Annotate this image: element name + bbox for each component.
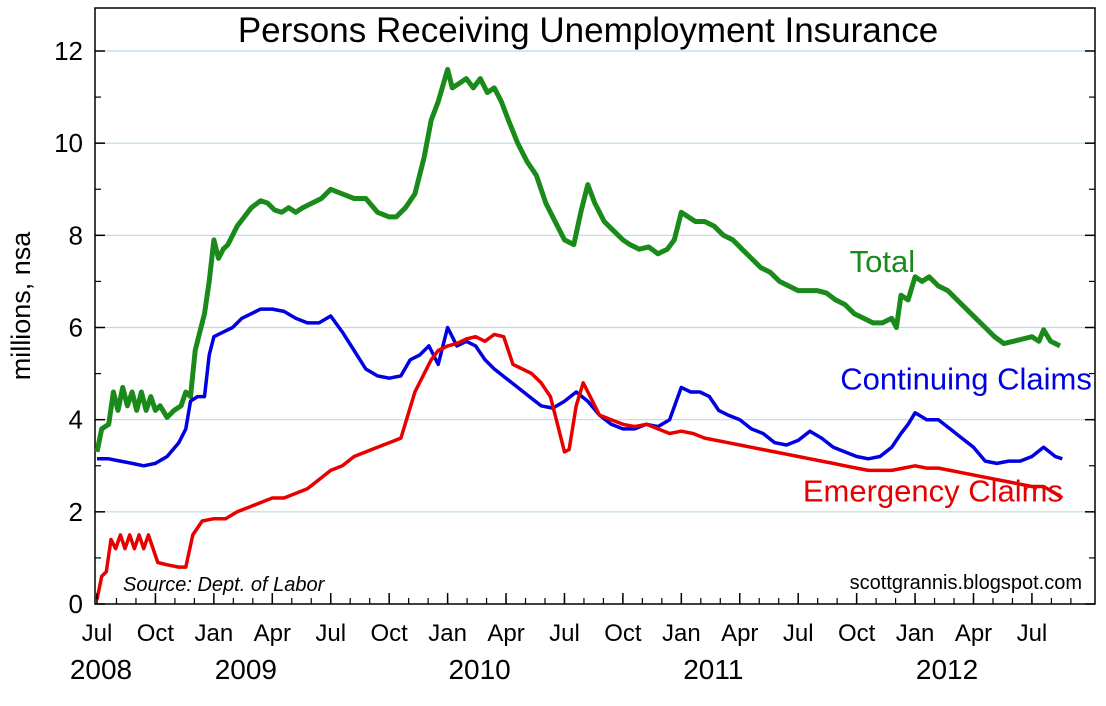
grid [95, 50, 1095, 513]
series-label: Total [850, 244, 915, 279]
x-tick-label: Jan [662, 620, 701, 647]
x-tick-label: Jul [82, 620, 113, 647]
series-label: Emergency Claims [803, 474, 1063, 509]
plot-frame [94, 7, 1096, 605]
y-tick-label: 0 [69, 589, 83, 619]
x-tick-label: Oct [370, 620, 408, 647]
x-tick-label: Jul [549, 620, 580, 647]
x-tick-label: Oct [838, 620, 876, 647]
y-tick-label: 4 [69, 405, 83, 435]
x-tick-label: Apr [955, 620, 992, 647]
series-line-continuing-claims [97, 307, 1063, 468]
x-tick-label: Apr [487, 620, 524, 647]
chart-title: Persons Receiving Unemployment Insurance [238, 11, 938, 50]
y-tick-label: 6 [69, 313, 83, 343]
series-label: Continuing Claims [840, 362, 1092, 397]
y-tick-label: 2 [69, 497, 83, 527]
x-tick-label: Oct [137, 620, 175, 647]
x-tick-label: Jul [315, 620, 346, 647]
x-tick-label: Apr [254, 620, 291, 647]
axes-group: 0 2 4 6 8 10 12 Jul Oct Jan Apr Jul Oct Jan Apr Jul Oct J… [54, 36, 1095, 685]
series-line-emergency-claims [95, 332, 1064, 600]
x-year-label: 2008 [70, 654, 132, 685]
x-tick-label: Jan [195, 620, 234, 647]
series-line-total [94, 66, 1062, 453]
y-tick-label: 12 [54, 36, 83, 66]
y-axis-label: millions, nsa [6, 231, 36, 381]
x-year-label: 2011 [683, 654, 743, 685]
y-tick-label: 8 [69, 220, 83, 250]
y-tick-label: 10 [54, 128, 83, 158]
series-group: Total Continuing Claims Emergency Claims [94, 66, 1092, 600]
x-year-label: 2009 [215, 654, 277, 685]
source-note: Source: Dept. of Labor [123, 574, 326, 596]
x-tick-label: Jul [1017, 620, 1048, 647]
x-tick-label: Jan [428, 620, 467, 647]
x-tick-label: Apr [721, 620, 758, 647]
x-tick-label: Oct [604, 620, 642, 647]
x-year-label: 2012 [916, 654, 978, 685]
x-tick-label: Jan [896, 620, 935, 647]
credit-note: scottgrannis.blogspot.com [850, 572, 1082, 594]
x-tick-label: Jul [783, 620, 814, 647]
x-year-label: 2010 [448, 654, 510, 685]
